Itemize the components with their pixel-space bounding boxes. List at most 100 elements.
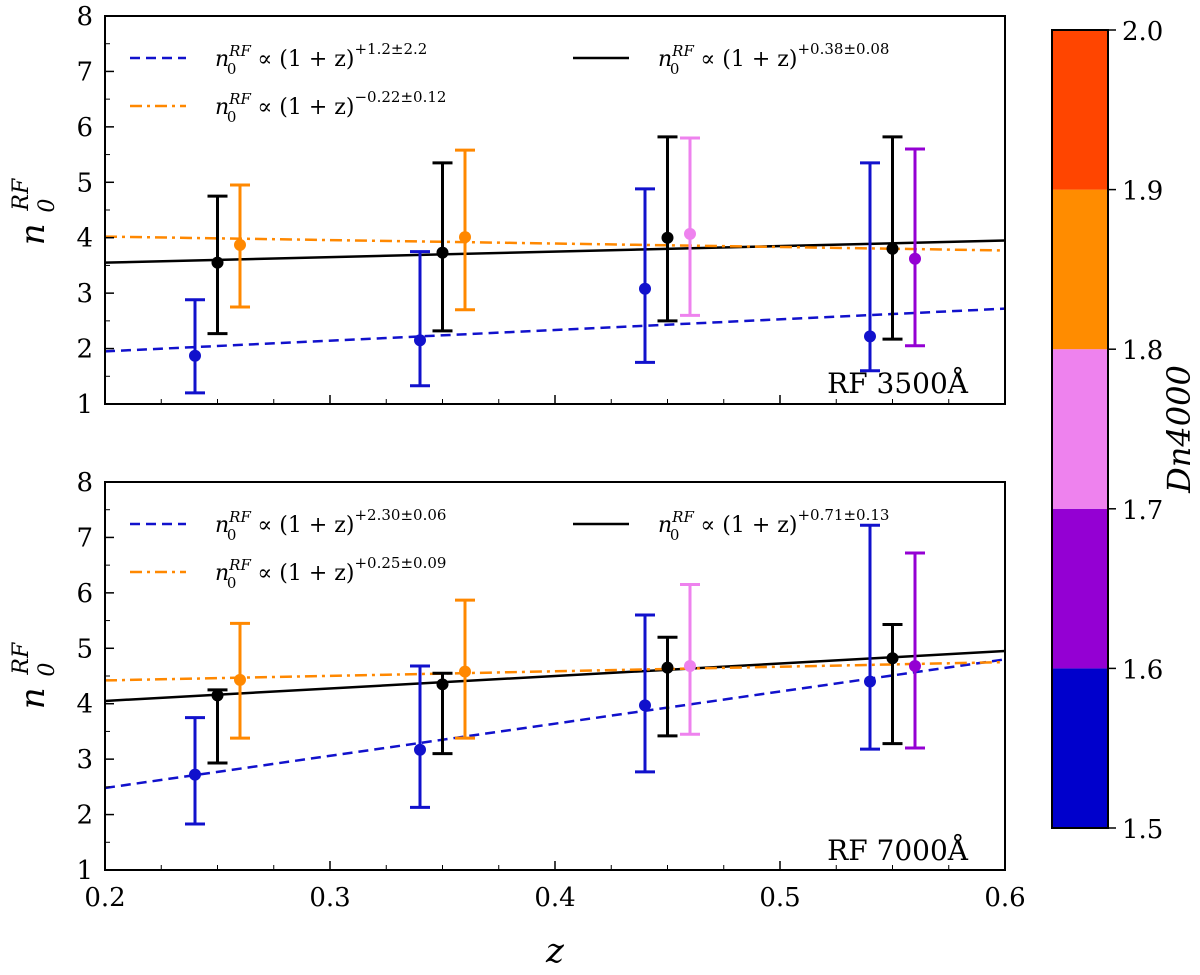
bottom-data-point-9 [860,523,880,751]
bottom-ytick-label: 4 [76,690,93,720]
marker [864,675,876,688]
bottom-legend-entry-black: nRF 0 ∝ (1 + z)+0.71±0.13 [573,506,889,544]
top-ytick-label: 1 [76,390,93,420]
legend-label: nRF 0 ∝ (1 + z)+0.25±0.09 [215,554,446,592]
legend-label: nRF 0 ∝ (1 + z)+0.38±0.08 [658,40,889,78]
bottom-fit-line-orange [104,660,1006,682]
bottom-ytick-label: 6 [76,579,93,609]
colorbar-segment-4 [1052,30,1108,190]
top-ylabel-sup: RF [9,178,34,212]
bottom-data-point-4 [432,671,453,756]
bottom-xtick-label: 0.2 [84,883,125,913]
top-annotation: RF 3500Å [827,367,969,400]
colorbar: 1.5 1.6 1.7 1.8 1.9 2.0 Dn4000 [1051,17,1198,845]
bottom-data-point-7 [657,635,678,738]
marker [909,660,921,673]
colorbar-tick-label: 1.7 [1122,496,1163,526]
bottom-ytick-label: 7 [76,523,93,553]
marker [886,652,899,665]
marker [639,699,651,712]
bottom-data-point-3 [410,664,430,809]
top-data-point-5 [455,148,475,312]
top-data-point-8 [680,136,700,317]
bottom-data-point-6 [635,613,655,774]
bottom-data-point-10 [882,622,903,746]
marker [414,743,426,756]
bottom-ticks: 1 2 3 4 5 6 7 8 0.2 0.3 0.4 0.5 0.6 [76,468,1025,913]
marker [459,231,471,244]
top-ylabel: n 0RF [9,178,60,245]
bottom-data-point-0 [185,716,205,826]
marker [684,660,696,673]
bottom-xtick-label: 0.6 [984,883,1025,913]
top-plot-content [104,135,1006,395]
marker [436,678,449,691]
top-ytick-label: 6 [76,113,93,143]
bottom-ytick-label: 2 [76,801,93,831]
top-data-point-2 [230,183,250,309]
bottom-ytick-label: 1 [76,856,93,886]
bottom-legend: nRF 0 ∝ (1 + z)+2.30±0.06 nRF 0 ∝ (1 + z)+0… [130,506,889,592]
legend-label: nRF 0 ∝ (1 + z)−0.22±0.12 [215,88,446,126]
marker [909,252,921,265]
top-data-point-6 [635,187,655,364]
top-ytick-label: 7 [76,57,93,87]
marker [436,246,449,259]
marker [661,661,674,674]
top-ytick-label: 4 [76,224,93,254]
top-ticks: 1 2 3 4 5 6 7 8 [76,2,1006,420]
bottom-data-point-5 [455,598,475,740]
top-ytick-label: 5 [76,168,93,198]
bottom-data-point-8 [680,583,700,736]
top-fit-line-blue [104,307,1006,353]
bottom-data-point-1 [207,688,228,765]
top-data-point-3 [410,250,430,388]
colorbar-tick-label: 1.5 [1122,815,1163,845]
marker [211,256,224,269]
top-data-point-11 [905,147,925,348]
bottom-xtick-label: 0.3 [309,883,350,913]
bottom-ylabel-sub: 0 [35,663,60,677]
bottom-legend-entry-blue: nRF 0 ∝ (1 + z)+2.30±0.06 [130,506,446,544]
top-data-point-0 [185,298,205,395]
top-legend-entry-blue: nRF 0 ∝ (1 + z)+1.2±2.2 [130,40,427,78]
legend-label: nRF 0 ∝ (1 + z)+1.2±2.2 [215,40,427,78]
bottom-xtick-label: 0.4 [534,883,575,913]
colorbar-segment-1 [1052,508,1108,669]
legend-label: nRF 0 ∝ (1 + z)+2.30±0.06 [215,506,446,544]
top-data-point-1 [207,194,228,336]
top-data-point-4 [432,161,453,333]
bottom-ylabel-base: n [13,687,53,709]
colorbar-frame [1051,29,1109,829]
bottom-plot-content [104,523,1006,826]
top-data-point-10 [882,135,903,341]
marker [234,673,246,686]
marker [684,227,696,240]
bottom-fit-line-blue [104,658,1006,790]
marker [639,282,651,295]
bottom-panel: 1 2 3 4 5 6 7 8 0.2 0.3 0.4 0.5 0.6 nRF 0 ∝ (1 + z)+2… [9,468,1026,971]
top-ytick-label: 3 [76,279,93,309]
bottom-annotation: RF 7000Å [827,834,969,867]
marker [414,334,426,347]
marker [211,689,224,702]
legend-label: nRF 0 ∝ (1 + z)+0.71±0.13 [658,506,889,544]
top-ylabel-sub: 0 [35,199,60,213]
colorbar-tick-label: 1.6 [1122,655,1163,685]
colorbar-tick-label: 1.8 [1122,336,1163,366]
colorbar-segment-2 [1052,349,1108,509]
bottom-data-point-2 [230,621,250,740]
colorbar-ticks: 1.5 1.6 1.7 1.8 1.9 2.0 [1108,17,1163,845]
top-ytick-label: 8 [76,2,93,32]
marker [189,768,201,781]
bottom-ytick-label: 3 [76,745,93,775]
marker [886,242,899,255]
top-data-point-7 [657,135,678,323]
top-legend: nRF 0 ∝ (1 + z)+1.2±2.2 nRF 0 ∝ (1 + z)+0.3… [130,40,889,126]
top-data-point-9 [860,161,880,373]
top-legend-entry-orange: nRF 0 ∝ (1 + z)−0.22±0.12 [130,88,446,126]
top-legend-entry-black: nRF 0 ∝ (1 + z)+0.38±0.08 [573,40,889,78]
bottom-legend-entry-orange: nRF 0 ∝ (1 + z)+0.25±0.09 [130,554,446,592]
